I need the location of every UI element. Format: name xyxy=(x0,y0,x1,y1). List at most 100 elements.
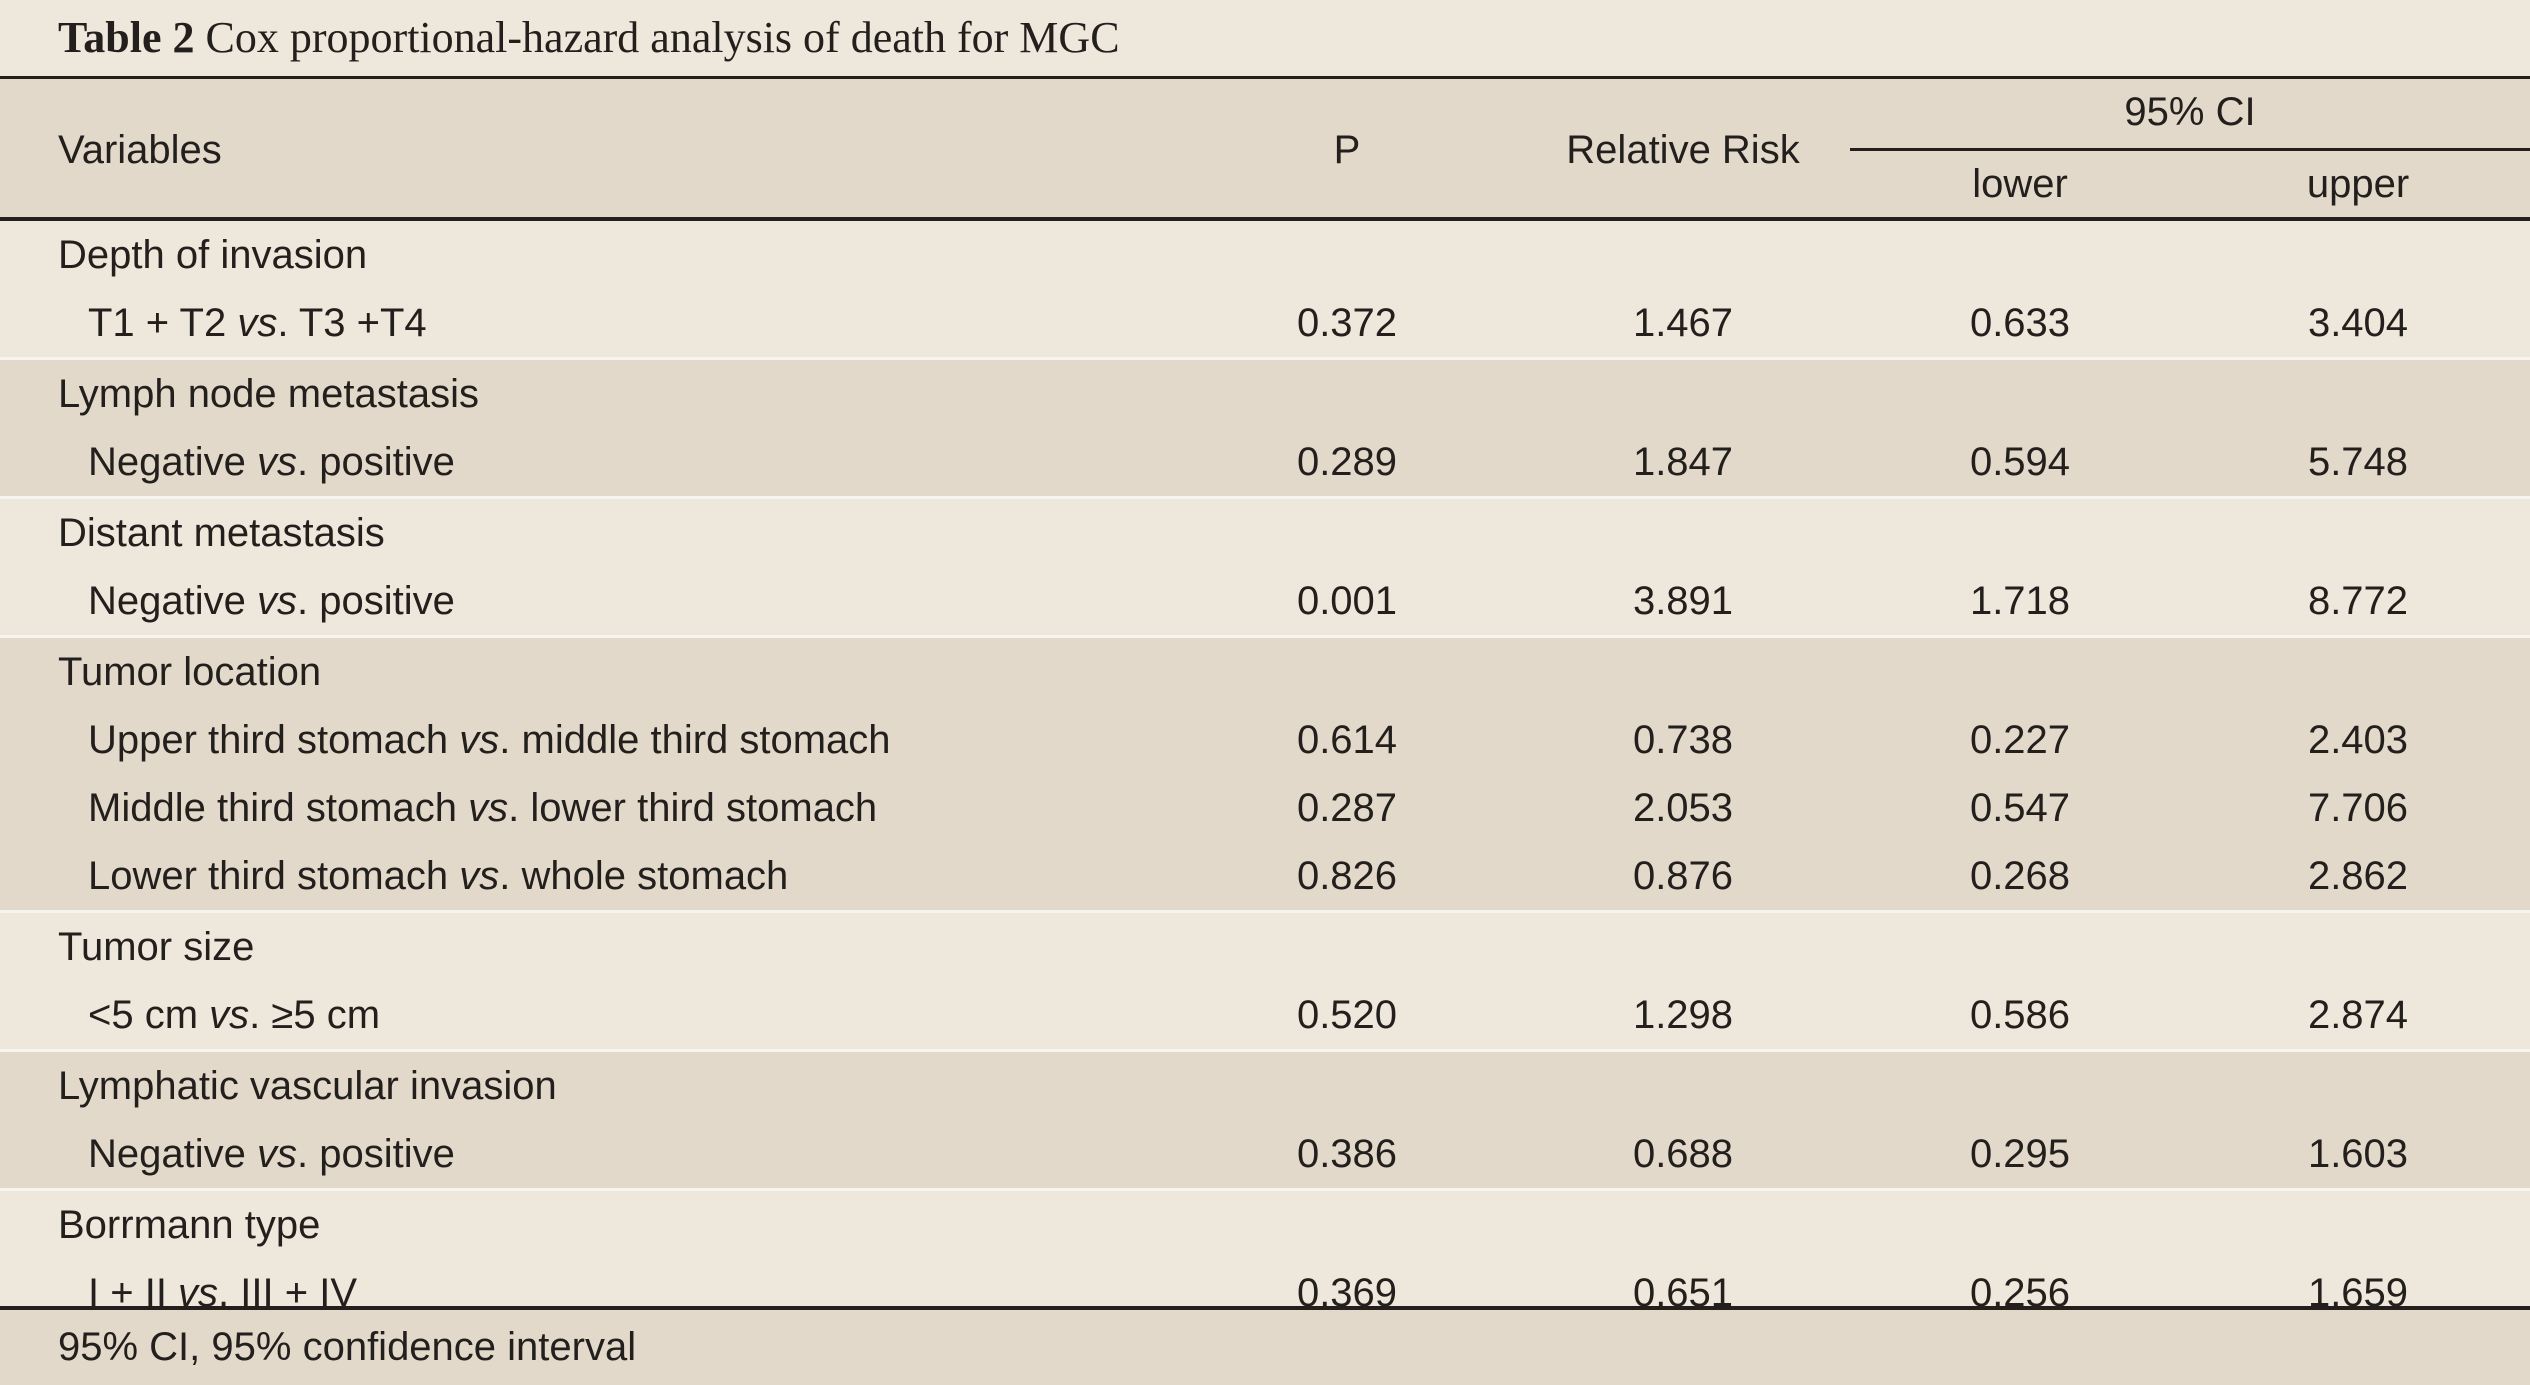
group-name: Depth of invasion xyxy=(58,233,368,277)
group-band xyxy=(0,638,2530,910)
cell-lower: 1.718 xyxy=(1969,579,2071,623)
cell-p: 0.289 xyxy=(1296,440,1398,484)
group-separator xyxy=(0,910,2530,913)
cell-upper: 1.603 xyxy=(2307,1132,2409,1176)
group-separator xyxy=(0,635,2530,638)
cell-rr: 0.688 xyxy=(1632,1132,1734,1176)
cell-rr: 1.467 xyxy=(1632,301,1734,345)
row-label-post: . lower third stomach xyxy=(508,786,878,830)
row-label-pre: Negative xyxy=(88,1132,257,1176)
cell-lower: 0.227 xyxy=(1969,718,2071,762)
row-label-post: . middle third stomach xyxy=(499,718,891,762)
cell-lower: 0.594 xyxy=(1969,440,2071,484)
group-band xyxy=(0,1191,2530,1327)
cell-rr: 1.298 xyxy=(1632,993,1734,1037)
cell-upper: 7.706 xyxy=(2307,786,2409,830)
row-label: T1 + T2 vs. T3 +T4 xyxy=(88,299,427,347)
table-footnote-band xyxy=(0,1310,2530,1385)
table-footnote: 95% CI, 95% confidence interval xyxy=(58,1325,637,1369)
bottom-rule xyxy=(0,1306,2530,1310)
group-band xyxy=(0,499,2530,635)
row-label: Upper third stomach vs. middle third sto… xyxy=(88,716,891,764)
group-name: Lymph node metastasis xyxy=(58,372,479,416)
cell-lower: 0.586 xyxy=(1969,993,2071,1037)
cell-rr: 0.738 xyxy=(1632,718,1734,762)
group-band xyxy=(0,913,2530,1049)
cell-rr: 1.847 xyxy=(1632,440,1734,484)
cell-p: 0.287 xyxy=(1296,786,1398,830)
cell-lower: 0.268 xyxy=(1969,854,2071,898)
row-label-pre: Middle third stomach xyxy=(88,786,469,830)
cell-upper: 8.772 xyxy=(2307,579,2409,623)
cell-p: 0.001 xyxy=(1296,579,1398,623)
row-label: Negative vs. positive xyxy=(88,438,455,486)
cell-lower: 0.547 xyxy=(1969,786,2071,830)
table-label: Table 2 xyxy=(58,13,195,62)
cell-lower: 0.633 xyxy=(1969,301,2071,345)
row-label-post: . positive xyxy=(296,579,455,623)
row-label-post: . positive xyxy=(296,1132,455,1176)
row-label-post: . ≥5 cm xyxy=(249,993,381,1037)
row-label: Negative vs. positive xyxy=(88,577,455,625)
header-lower: lower xyxy=(1972,162,2068,206)
header-ci: 95% CI xyxy=(2124,90,2256,134)
group-name: Tumor location xyxy=(58,650,322,694)
cell-p: 0.520 xyxy=(1296,993,1398,1037)
group-name: Tumor size xyxy=(58,925,255,969)
table-title: Cox proportional-hazard analysis of deat… xyxy=(205,13,1120,62)
group-separator xyxy=(0,357,2530,360)
row-label: Negative vs. positive xyxy=(88,1130,455,1178)
ci-rule xyxy=(1850,148,2530,151)
cell-p: 0.372 xyxy=(1296,301,1398,345)
cell-lower: 0.295 xyxy=(1969,1132,2071,1176)
row-label-vs: vs xyxy=(459,854,500,898)
caption-rule xyxy=(0,76,2530,79)
cell-rr: 0.876 xyxy=(1632,854,1734,898)
group-name: Lymphatic vascular invasion xyxy=(58,1064,557,1108)
cell-upper: 2.862 xyxy=(2307,854,2409,898)
group-separator xyxy=(0,1188,2530,1191)
row-label-pre: Upper third stomach xyxy=(88,718,460,762)
row-label-pre: Negative xyxy=(88,579,257,623)
row-label-pre: <5 cm xyxy=(88,993,210,1037)
row-label-vs: vs xyxy=(237,301,278,345)
group-name: Distant metastasis xyxy=(58,511,385,555)
row-label-vs: vs xyxy=(256,1132,297,1176)
header-relative-risk: Relative Risk xyxy=(1566,128,1800,172)
row-label-vs: vs xyxy=(256,440,297,484)
cell-p: 0.614 xyxy=(1296,718,1398,762)
row-label-post: . T3 +T4 xyxy=(277,301,427,345)
row-label: Lower third stomach vs. whole stomach xyxy=(88,852,788,900)
group-separator xyxy=(0,496,2530,499)
group-name: Borrmann type xyxy=(58,1203,321,1247)
group-band xyxy=(0,360,2530,496)
cell-rr: 2.053 xyxy=(1632,786,1734,830)
cell-upper: 2.874 xyxy=(2307,993,2409,1037)
cell-upper: 2.403 xyxy=(2307,718,2409,762)
group-band xyxy=(0,221,2530,357)
row-label-pre: Negative xyxy=(88,440,257,484)
row-label-vs: vs xyxy=(209,993,250,1037)
group-band xyxy=(0,1052,2530,1188)
cell-rr: 3.891 xyxy=(1632,579,1734,623)
header-variables: Variables xyxy=(58,128,222,172)
row-label-post: . whole stomach xyxy=(499,854,789,898)
row-label-vs: vs xyxy=(459,718,500,762)
table-caption: Table 2 Cox proportional-hazard analysis… xyxy=(0,0,2530,76)
group-separator xyxy=(0,1049,2530,1052)
header-rule xyxy=(0,217,2530,221)
row-label-pre: Lower third stomach xyxy=(88,854,460,898)
cell-upper: 3.404 xyxy=(2307,301,2409,345)
cell-p: 0.386 xyxy=(1296,1132,1398,1176)
cell-p: 0.826 xyxy=(1296,854,1398,898)
row-label-vs: vs xyxy=(468,786,509,830)
row-label: Middle third stomach vs. lower third sto… xyxy=(88,784,877,832)
row-label-vs: vs xyxy=(256,579,297,623)
header-upper: upper xyxy=(2306,162,2410,206)
header-p: P xyxy=(1333,128,1361,172)
cell-upper: 5.748 xyxy=(2307,440,2409,484)
row-label: <5 cm vs. ≥5 cm xyxy=(88,991,380,1039)
row-label-post: . positive xyxy=(296,440,455,484)
row-label-pre: T1 + T2 xyxy=(88,301,238,345)
